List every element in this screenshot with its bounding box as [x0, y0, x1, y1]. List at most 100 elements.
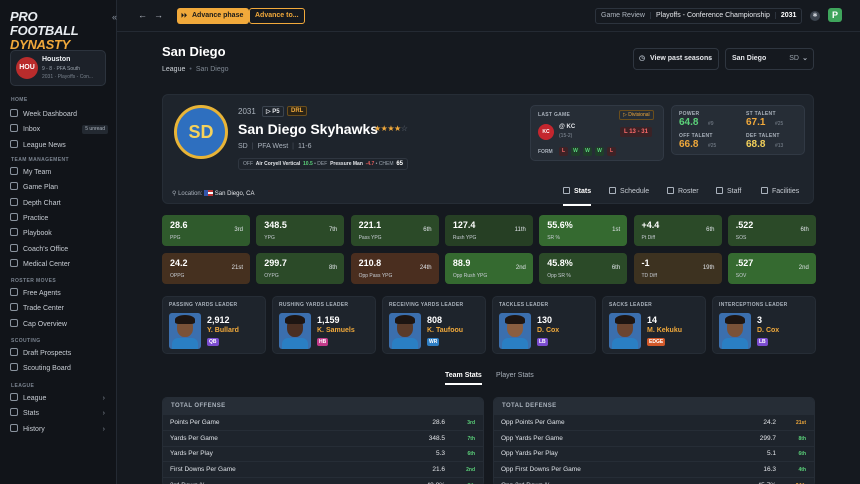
stat-tile-value: 24.2 — [170, 258, 188, 268]
total-defense-header: TOTAL DEFENSE — [494, 398, 814, 415]
sidebar-item-practice[interactable]: Practice — [10, 212, 108, 226]
tab-stats[interactable]: Stats — [563, 187, 592, 206]
team-ratings-card: POWER 64.8 #9 ST TALENT 67.1 #25 OFF TALENT 66.… — [671, 105, 805, 155]
last-game-card[interactable]: LAST GAME ▷ Divisional KC @ KC (15-2) L … — [530, 105, 664, 161]
row-value: 45.7% — [758, 478, 776, 484]
stat-tile-opp-sr: 45.8% Opp SR % 6th — [539, 253, 628, 284]
sidebar-item-medical-center[interactable]: Medical Center — [10, 258, 108, 272]
sidebar-item-inbox[interactable]: Inbox 5 unread — [10, 123, 108, 137]
app-logo[interactable]: PRO FOOTBALL DYNASTY — [10, 10, 108, 52]
sidebar-item-label: Practice — [23, 214, 49, 222]
team-badge: HOU — [16, 57, 38, 79]
season-breadcrumb: Game Review Playoffs - Conference Champio… — [595, 8, 803, 24]
breadcrumb-league[interactable]: League — [162, 66, 186, 73]
sidebar-item-league[interactable]: League › — [10, 392, 108, 406]
team-abbr: SD — [238, 143, 248, 150]
sidebar-item-coach-s-office[interactable]: Coach's Office — [10, 243, 108, 257]
position-badge: HB — [317, 338, 329, 346]
sidebar-item-label: Inbox — [23, 126, 41, 134]
stat-tile-rank: 6th — [706, 227, 715, 233]
portrait-jersey — [722, 338, 748, 349]
breadcrumb-current: San Diego — [195, 66, 229, 73]
sidebar-item-cap-overview[interactable]: Cap Overview — [10, 318, 108, 332]
stat-tile-label: OPPG — [170, 273, 185, 279]
leader-player-name[interactable]: M. Kekuku — [647, 327, 683, 334]
row-label: Opp 3rd Down % — [501, 478, 551, 484]
team-division: PFA West — [257, 143, 289, 150]
tab-label: Staff — [727, 188, 742, 195]
stat-tile-label: SR % — [547, 235, 560, 241]
row-rank: 6th — [798, 451, 807, 458]
tab-schedule[interactable]: Schedule — [609, 187, 649, 201]
leader-card-passing-yards-leader[interactable]: PASSING YARDS LEADER 2,912 Y. Bullard QB — [162, 296, 266, 354]
team-card-season: 2031 · Playoffs - Con... — [42, 74, 94, 80]
trophy-icon: ▷ — [623, 112, 629, 118]
sidebar-item-game-plan[interactable]: Game Plan — [10, 181, 108, 195]
tab-player-stats[interactable]: Player Stats — [496, 372, 534, 379]
stat-tile-label: OYPG — [264, 273, 279, 279]
row-label: Points Per Game — [170, 419, 220, 426]
player-portrait — [499, 313, 531, 349]
leader-player-name[interactable]: K. Taufoou — [427, 327, 464, 334]
sidebar-item-playbook[interactable]: Playbook — [10, 227, 108, 241]
leader-player-name[interactable]: Y. Bullard — [207, 327, 239, 334]
sidebar-item-label: Depth Chart — [23, 199, 61, 207]
view-past-seasons-button[interactable]: View past seasons⌄ — [633, 48, 719, 70]
sidebar-item-my-team[interactable]: My Team — [10, 166, 108, 180]
sidebar-item-league-news[interactable]: League News — [10, 139, 108, 153]
brand-icon[interactable]: P — [828, 8, 842, 22]
leader-card-tackles-leader[interactable]: TACKLES LEADER 130 D. Cox LB — [492, 296, 596, 354]
sidebar-item-depth-chart[interactable]: Depth Chart — [10, 197, 108, 211]
team-card[interactable]: HOU Houston 9 - 8 · PFA South 2031 · Pla… — [10, 50, 106, 86]
leader-player-name[interactable]: D. Cox — [757, 327, 780, 334]
roster-icon — [667, 187, 674, 194]
advance-phase-button[interactable]: Advance phase — [177, 8, 250, 24]
collapse-sidebar-icon[interactable]: « — [112, 12, 118, 22]
sidebar-item-trade-center[interactable]: Trade Center — [10, 302, 108, 316]
team-hero-card: SD 2031 ▷ P5 DRL San Diego Skyhawks ★★★★… — [162, 94, 814, 206]
tab-staff[interactable]: Staff — [716, 187, 741, 201]
sidebar-item-draft-prospects[interactable]: Draft Prospects — [10, 347, 108, 361]
table-row: 3rd Down % 40.8% 8th — [163, 478, 483, 484]
chem-value: 65 — [396, 161, 404, 167]
sidebar-draft-prospects-icon — [10, 348, 18, 356]
sidebar-depth-chart-icon — [10, 197, 18, 206]
tab-facilities[interactable]: Facilities — [761, 187, 799, 201]
advance-to-button[interactable]: Advance to... — [249, 8, 305, 24]
row-rank: 4th — [798, 467, 807, 474]
stars-filled: ★★★★ — [374, 124, 401, 133]
leader-card-rushing-yards-leader[interactable]: RUSHING YARDS LEADER 1,159 K. Samuels HB — [272, 296, 376, 354]
sidebar-scouting-board-icon — [10, 363, 18, 372]
leader-card-receiving-yards-leader[interactable]: RECEIVING YARDS LEADER 808 K. Taufoou WR — [382, 296, 486, 354]
portrait-jersey — [612, 338, 638, 349]
table-row: Opp Points Per Game 24.2 21st — [494, 415, 814, 431]
team-select[interactable]: San Diego SD ⌄ — [725, 48, 814, 70]
leader-player-name[interactable]: K. Samuels — [317, 327, 355, 334]
back-arrow-icon[interactable]: ← — [138, 10, 147, 20]
tab-roster[interactable]: Roster — [667, 187, 699, 201]
sidebar-item-week-dashboard[interactable]: Week Dashboard — [10, 108, 108, 122]
stat-tile-label: TD Diff — [641, 273, 657, 279]
last-game-score: L 13 - 31 — [620, 127, 652, 137]
row-label: Yards Per Game — [170, 434, 218, 442]
settings-gear-icon[interactable]: ✱ — [810, 11, 820, 21]
leader-card-sacks-leader[interactable]: SACKS LEADER 14 M. Kekuku EDGE — [602, 296, 706, 354]
sidebar-item-label: Trade Center — [23, 305, 64, 313]
leader-card-interceptions-leader[interactable]: INTERCEPTIONS LEADER 3 D. Cox LB — [712, 296, 816, 354]
off-value: 10.5 — [303, 161, 313, 167]
tab-team-stats[interactable]: Team Stats — [445, 372, 482, 385]
table-row: First Downs Per Game 21.6 2nd — [163, 462, 483, 479]
stat-tile-ypg: 348.5 YPG 7th — [256, 215, 345, 246]
game-review-link[interactable]: Game Review — [596, 12, 651, 19]
section-label-roster: ROSTER MOVES — [11, 278, 57, 284]
year-label: 2031 — [780, 12, 797, 19]
sidebar-item-stats[interactable]: Stats › — [10, 407, 108, 421]
row-rank: 6th — [467, 451, 476, 458]
forward-arrow-icon[interactable]: → — [154, 10, 163, 20]
sidebar-item-free-agents[interactable]: Free Agents — [10, 287, 108, 301]
row-rank: 8th — [468, 478, 476, 484]
sidebar-item-scouting-board[interactable]: Scouting Board — [10, 362, 108, 376]
stat-tile-label: Opp SR % — [547, 273, 571, 279]
leader-player-name[interactable]: D. Cox — [537, 327, 560, 334]
sidebar-item-history[interactable]: History › — [10, 423, 108, 437]
